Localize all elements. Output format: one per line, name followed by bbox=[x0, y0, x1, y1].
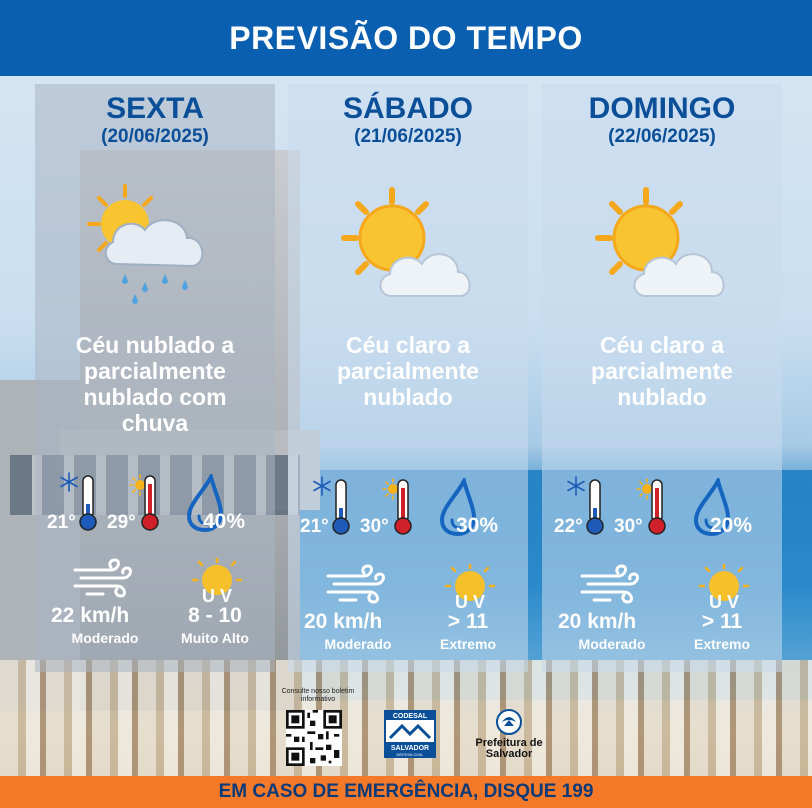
forecast-card-saturday: SÁBADO (21/06/2025) Céu claro a parcialme… bbox=[288, 84, 528, 672]
weather-description: Céu claro a parcialmente nublado bbox=[288, 332, 528, 410]
description-line: Céu claro a bbox=[346, 332, 470, 358]
description-line: parcialmente bbox=[591, 358, 733, 384]
wind-label: Moderado bbox=[71, 630, 139, 646]
uv-label: Extremo bbox=[693, 636, 751, 652]
humidity-value: 40% bbox=[203, 510, 246, 533]
prefeitura-logo: Prefeitura de Salvador bbox=[474, 708, 544, 764]
thermometer-cold-icon bbox=[584, 478, 606, 541]
prefeitura-emblem-icon bbox=[496, 709, 522, 735]
uv-sun-icon: U V bbox=[444, 562, 496, 615]
temp-min: 22° bbox=[554, 516, 583, 537]
uv-value: 8 - 10 bbox=[188, 604, 242, 627]
description-line: Céu claro a bbox=[600, 332, 724, 358]
codesal-sub-text: DEFESA CIVIL bbox=[397, 752, 425, 757]
wind-icon bbox=[578, 562, 644, 611]
weather-icon-wrap bbox=[592, 184, 732, 314]
day-name: DOMINGO bbox=[588, 92, 736, 125]
description-line: nublado com bbox=[83, 384, 227, 410]
svg-text:U V: U V bbox=[455, 592, 485, 610]
prefeitura-name: Prefeitura de Salvador bbox=[475, 737, 543, 760]
footer-bar: EM CASO DE EMERGÊNCIA, DISQUE 199 bbox=[0, 776, 812, 808]
description-line: nublado bbox=[617, 384, 707, 410]
forecast-card-friday: SEXTA (20/06/2025) Céu nublado a parcialm… bbox=[35, 84, 275, 672]
logos-area: Consulte nosso boletim informativo CODES… bbox=[270, 688, 560, 768]
emergency-text: EM CASO DE EMERGÊNCIA, DISQUE 199 bbox=[218, 781, 594, 802]
thermometer-cold-icon bbox=[77, 474, 99, 537]
temp-max: 29° bbox=[107, 512, 136, 533]
description-line: Céu nublado a bbox=[75, 332, 235, 358]
thermometer-cold-icon bbox=[330, 478, 352, 541]
cold-icon bbox=[566, 476, 586, 501]
temp-min: 21° bbox=[300, 516, 329, 537]
weather-description: Céu nublado a parcialmente nublado com chuv… bbox=[35, 332, 275, 436]
description-line: nublado bbox=[363, 384, 453, 410]
uv-label: Muito Alto bbox=[181, 630, 249, 646]
day-name: SÁBADO bbox=[342, 92, 473, 125]
humidity-drop-icon bbox=[438, 475, 482, 541]
weather-description: Céu claro a parcialmente nublado bbox=[542, 332, 782, 410]
header-bar: PREVISÃO DO TEMPO bbox=[0, 0, 812, 76]
thermometer-hot-icon bbox=[392, 478, 414, 541]
uv-value: > 11 bbox=[701, 610, 743, 633]
day-date: (21/06/2025) bbox=[354, 126, 462, 147]
svg-text:U V: U V bbox=[709, 592, 739, 610]
wind-label: Moderado bbox=[324, 636, 392, 652]
humidity-drop-icon bbox=[692, 475, 736, 541]
sun-cloud-rain-icon bbox=[87, 184, 204, 304]
description-line: chuva bbox=[121, 410, 189, 436]
temp-max: 30° bbox=[614, 516, 643, 537]
humidity-value: 20% bbox=[710, 514, 753, 537]
humidity-drop-icon bbox=[185, 471, 229, 537]
weather-icon-wrap bbox=[338, 184, 478, 314]
wind-icon bbox=[71, 556, 137, 605]
uv-sun-icon: U V bbox=[698, 562, 750, 615]
codesal-logo: CODESAL SALVADOR DEFESA CIVIL bbox=[384, 710, 436, 758]
svg-text:U V: U V bbox=[202, 586, 232, 604]
cold-icon bbox=[312, 476, 332, 501]
weather-icon-wrap bbox=[85, 184, 225, 314]
wind-speed: 20 km/h bbox=[558, 610, 637, 633]
description-line: parcialmente bbox=[337, 358, 479, 384]
humidity-value: 30% bbox=[456, 514, 499, 537]
thermometer-hot-icon bbox=[139, 474, 161, 537]
day-name: SEXTA bbox=[106, 92, 204, 125]
day-date: (22/06/2025) bbox=[608, 126, 716, 147]
wind-icon bbox=[324, 562, 390, 611]
qr-code-icon[interactable] bbox=[286, 710, 342, 766]
wind-label: Moderado bbox=[578, 636, 646, 652]
thermometer-hot-icon bbox=[646, 478, 668, 541]
temp-min: 21° bbox=[47, 512, 76, 533]
page-title: PREVISÃO DO TEMPO bbox=[229, 19, 583, 56]
codesal-top-text: CODESAL bbox=[393, 713, 428, 720]
sun-cloud-icon bbox=[595, 187, 725, 297]
wind-speed: 22 km/h bbox=[51, 604, 130, 627]
qr-caption: Consulte nosso boletim informativo bbox=[281, 688, 355, 703]
temp-max: 30° bbox=[360, 516, 389, 537]
day-date: (20/06/2025) bbox=[101, 126, 209, 147]
codesal-bottom-text: SALVADOR bbox=[391, 745, 429, 752]
uv-sun-icon: U V bbox=[191, 556, 243, 609]
cold-icon bbox=[59, 472, 79, 497]
description-line: parcialmente bbox=[84, 358, 226, 384]
sun-cloud-icon bbox=[341, 187, 471, 297]
uv-label: Extremo bbox=[439, 636, 497, 652]
forecast-card-sunday: DOMINGO (22/06/2025) Céu claro a parcialm… bbox=[542, 84, 782, 672]
wind-speed: 20 km/h bbox=[304, 610, 383, 633]
uv-value: > 11 bbox=[447, 610, 489, 633]
